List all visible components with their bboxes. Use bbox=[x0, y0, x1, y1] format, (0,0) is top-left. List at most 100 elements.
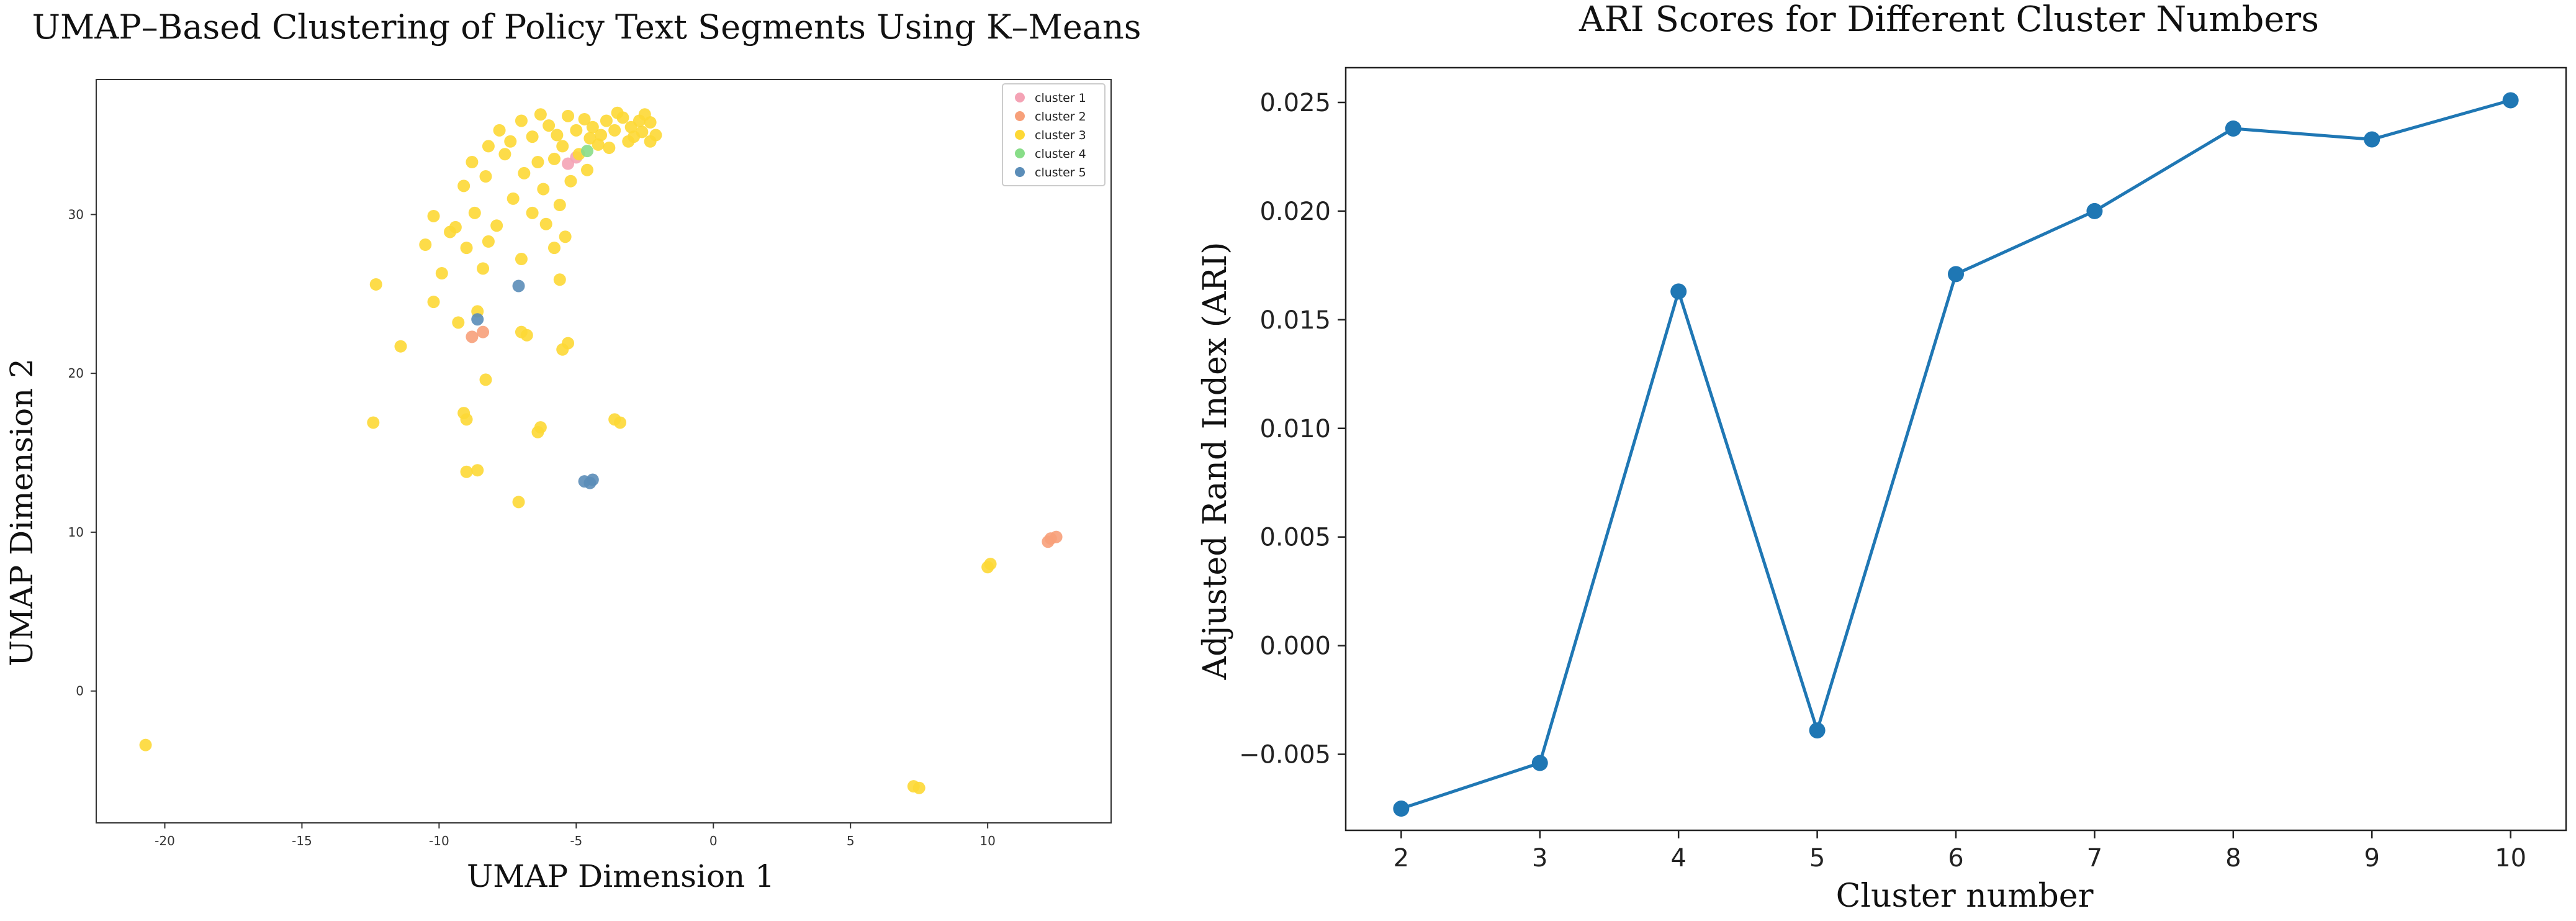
ari-y-tick-label: 0.005 bbox=[1259, 524, 1331, 552]
ari-y-tick-label: 0.015 bbox=[1259, 306, 1331, 335]
ari-plot-area bbox=[1344, 66, 2567, 832]
scatter-point bbox=[479, 170, 492, 183]
scatter-point bbox=[419, 238, 432, 251]
ari-point bbox=[2086, 202, 2103, 219]
scatter-point bbox=[984, 558, 997, 571]
scatter-point bbox=[507, 192, 520, 205]
scatter-point bbox=[531, 156, 544, 168]
scatter-point bbox=[482, 140, 495, 153]
umap-x-tick-label: 0 bbox=[709, 833, 718, 848]
ari-point bbox=[1393, 801, 1410, 817]
umap-x-tick-label: -20 bbox=[155, 833, 175, 848]
scatter-point bbox=[556, 140, 569, 153]
scatter-point bbox=[468, 206, 481, 219]
scatter-point bbox=[490, 219, 503, 232]
ari-point bbox=[2225, 120, 2241, 137]
ari-point bbox=[2364, 131, 2380, 148]
scatter-point bbox=[520, 329, 533, 342]
ari-y-tick-label: 0.000 bbox=[1259, 632, 1331, 661]
scatter-point bbox=[608, 124, 621, 137]
umap-y-tick-label: 20 bbox=[68, 366, 84, 381]
scatter-point bbox=[512, 279, 525, 293]
ari-x-axis: 2 3 4 5 6 7 8 9 10 bbox=[1394, 830, 2526, 873]
legend-label: cluster 5 bbox=[1035, 166, 1086, 179]
umap-y-tick-label: 0 bbox=[76, 684, 84, 699]
scatter-point bbox=[460, 465, 473, 478]
ari-x-label: Cluster number bbox=[1836, 878, 2094, 915]
scatter-point bbox=[644, 135, 657, 148]
ari-y-tick-label: 0.025 bbox=[1259, 89, 1331, 117]
scatter-point bbox=[912, 781, 925, 794]
legend-label: cluster 3 bbox=[1035, 129, 1086, 142]
umap-x-tick-label: -5 bbox=[570, 833, 582, 848]
umap-x-tick-label: 5 bbox=[847, 833, 855, 848]
umap-y-axis: 0 10 20 30 bbox=[68, 207, 96, 699]
umap-y-tick-label: 30 bbox=[68, 207, 84, 222]
ari-x-tick-label: 6 bbox=[1948, 844, 1963, 873]
scatter-point bbox=[556, 343, 569, 356]
scatter-point bbox=[583, 132, 597, 145]
ari-y-tick-label: 0.020 bbox=[1259, 197, 1331, 226]
legend-label: cluster 4 bbox=[1035, 147, 1086, 161]
scatter-point bbox=[460, 413, 473, 426]
scatter-point bbox=[622, 135, 635, 148]
scatter-point bbox=[553, 199, 566, 212]
scatter-point bbox=[477, 262, 490, 275]
scatter-point bbox=[633, 114, 646, 127]
scatter-point bbox=[580, 163, 593, 176]
scatter-point bbox=[460, 242, 473, 255]
scatter-point bbox=[139, 738, 152, 751]
scatter-point bbox=[493, 124, 506, 137]
ari-y-label: Adjusted Rand Index (ARI) bbox=[1197, 242, 1234, 680]
umap-y-tick-label: 10 bbox=[68, 525, 84, 540]
scatter-point bbox=[614, 416, 627, 429]
scatter-point bbox=[512, 496, 525, 509]
scatter-point bbox=[482, 235, 495, 248]
ari-title: ARI Scores for Different Cluster Numbers bbox=[1578, 0, 2319, 40]
ari-panel: ARI Scores for Different Cluster Numbers… bbox=[1197, 0, 2567, 915]
scatter-point bbox=[466, 330, 479, 343]
scatter-point bbox=[435, 267, 448, 280]
umap-legend: cluster 1 cluster 2 cluster 3 cluster 4 clus… bbox=[1002, 83, 1106, 186]
umap-x-tick-label: -10 bbox=[429, 833, 449, 848]
scatter-point bbox=[543, 119, 556, 132]
ari-y-tick-label: 0.010 bbox=[1259, 415, 1331, 443]
scatter-point bbox=[498, 148, 511, 161]
scatter-point bbox=[466, 156, 479, 168]
ari-point bbox=[1670, 283, 1687, 300]
scatter-point bbox=[547, 242, 561, 255]
umap-x-label: UMAP Dimension 1 bbox=[467, 858, 775, 894]
scatter-point bbox=[452, 316, 465, 329]
umap-x-axis: -20 -15 -10 -5 0 5 10 bbox=[155, 823, 996, 848]
umap-x-tick-label: 10 bbox=[980, 833, 995, 848]
ari-point bbox=[1948, 266, 1964, 283]
ari-point bbox=[2502, 92, 2519, 109]
scatter-point bbox=[518, 166, 531, 179]
scatter-point bbox=[1042, 535, 1055, 548]
legend-marker bbox=[1015, 148, 1025, 158]
legend-marker bbox=[1015, 111, 1025, 121]
umap-y-label: UMAP Dimension 2 bbox=[4, 358, 40, 666]
ari-y-axis: −0.005 0.000 0.005 0.010 0.015 0.020 0.025 bbox=[1239, 89, 1346, 769]
scatter-point bbox=[369, 278, 382, 291]
scatter-point bbox=[562, 109, 575, 122]
scatter-point bbox=[427, 296, 440, 309]
ari-x-tick-label: 5 bbox=[1809, 844, 1825, 873]
umap-title: UMAP–Based Clustering of Policy Text Seg… bbox=[32, 7, 1142, 47]
ari-x-tick-label: 8 bbox=[2225, 844, 2241, 873]
ari-series bbox=[1393, 92, 2519, 817]
scatter-point bbox=[580, 145, 593, 158]
scatter-point bbox=[600, 114, 613, 127]
scatter-point bbox=[551, 129, 564, 142]
scatter-point bbox=[504, 135, 517, 148]
scatter-point bbox=[479, 373, 492, 386]
umap-plot-area bbox=[96, 79, 1112, 823]
scatter-point bbox=[564, 175, 577, 188]
ari-x-tick-label: 4 bbox=[1670, 844, 1686, 873]
scatter-point bbox=[471, 313, 484, 326]
umap-points bbox=[139, 106, 1063, 794]
ari-x-tick-label: 10 bbox=[2495, 844, 2526, 873]
scatter-point bbox=[553, 273, 566, 286]
scatter-point bbox=[534, 108, 547, 121]
